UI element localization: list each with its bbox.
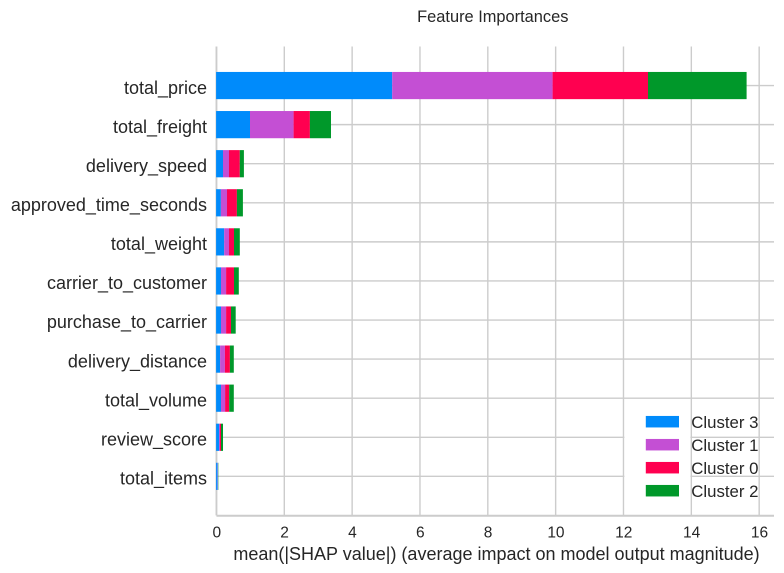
svg-text:total_weight: total_weight — [111, 234, 207, 255]
svg-text:delivery_distance: delivery_distance — [68, 351, 207, 372]
svg-text:16: 16 — [751, 524, 768, 541]
svg-text:total_items: total_items — [120, 469, 207, 490]
svg-text:purchase_to_carrier: purchase_to_carrier — [47, 312, 207, 333]
svg-text:14: 14 — [683, 524, 701, 541]
svg-text:Feature Importances: Feature Importances — [417, 8, 568, 26]
svg-text:Cluster 1: Cluster 1 — [691, 436, 758, 455]
svg-text:0: 0 — [212, 524, 221, 541]
svg-text:2: 2 — [280, 524, 289, 541]
svg-text:approved_time_seconds: approved_time_seconds — [11, 195, 207, 216]
svg-text:mean(|SHAP value|) (average im: mean(|SHAP value|) (average impact on mo… — [233, 544, 759, 564]
svg-text:6: 6 — [416, 524, 425, 541]
svg-text:review_score: review_score — [101, 429, 207, 450]
svg-text:10: 10 — [547, 524, 565, 541]
svg-text:total_volume: total_volume — [105, 390, 207, 411]
svg-text:Cluster 2: Cluster 2 — [691, 482, 758, 501]
svg-text:8: 8 — [484, 524, 493, 541]
svg-text:12: 12 — [615, 524, 632, 541]
svg-text:4: 4 — [348, 524, 357, 541]
svg-text:total_freight: total_freight — [113, 117, 207, 138]
svg-text:total_price: total_price — [124, 78, 207, 99]
svg-text:Cluster 3: Cluster 3 — [691, 413, 758, 432]
svg-text:carrier_to_customer: carrier_to_customer — [47, 273, 207, 294]
svg-text:delivery_speed: delivery_speed — [86, 156, 207, 177]
svg-text:Cluster 0: Cluster 0 — [691, 459, 758, 478]
